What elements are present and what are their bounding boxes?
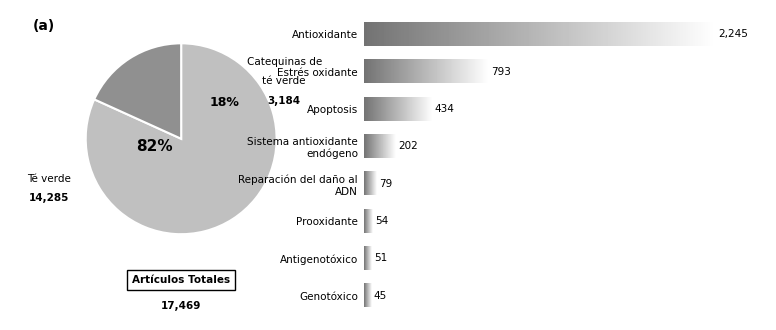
Text: 793: 793 — [490, 67, 511, 77]
Text: té verde: té verde — [262, 77, 306, 86]
Text: 3,184: 3,184 — [268, 96, 301, 106]
Text: 202: 202 — [398, 141, 417, 151]
Text: 51: 51 — [374, 253, 388, 263]
Text: 434: 434 — [435, 104, 454, 114]
Text: 45: 45 — [373, 291, 386, 301]
Wedge shape — [94, 43, 181, 139]
Text: 2,245: 2,245 — [719, 29, 748, 39]
Text: Artículos Totales: Artículos Totales — [132, 275, 230, 285]
Text: Catequinas de: Catequinas de — [247, 57, 322, 67]
Text: 17,469: 17,469 — [161, 301, 201, 311]
Text: (a): (a) — [33, 19, 55, 33]
Text: 18%: 18% — [210, 96, 239, 109]
Text: 79: 79 — [379, 179, 392, 189]
Text: Té verde: Té verde — [27, 174, 71, 184]
Wedge shape — [85, 43, 276, 234]
Text: 82%: 82% — [136, 139, 173, 154]
Text: 54: 54 — [375, 216, 388, 226]
Text: 14,285: 14,285 — [29, 193, 70, 203]
